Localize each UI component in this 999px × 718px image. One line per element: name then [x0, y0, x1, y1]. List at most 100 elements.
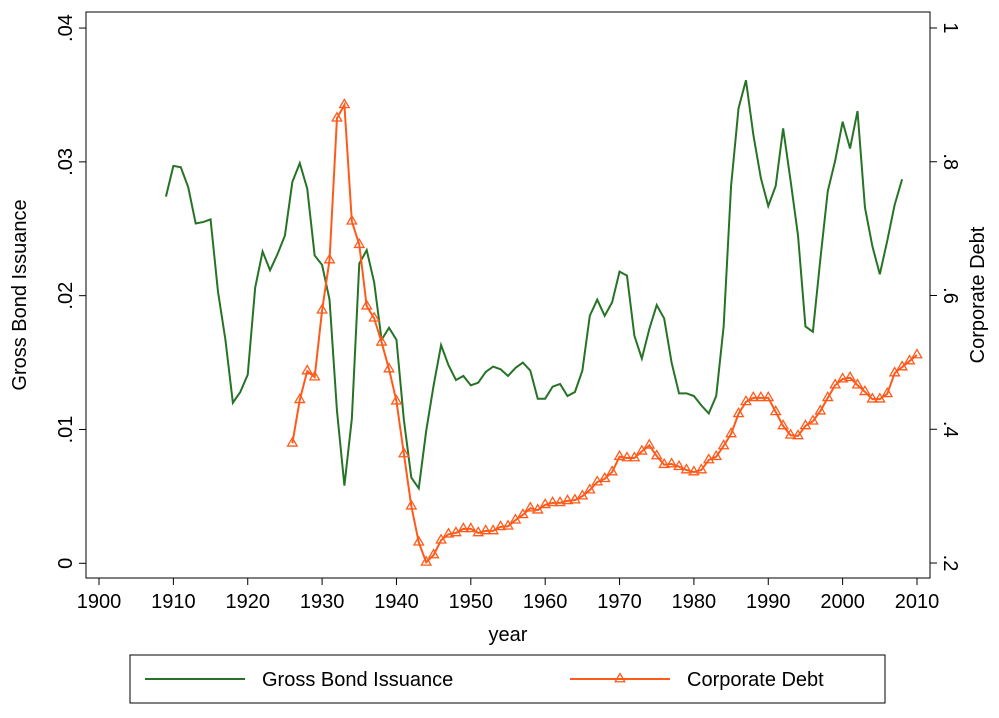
- data-point: [635, 444, 648, 455]
- data-point: [903, 354, 916, 365]
- data-point: [509, 513, 522, 524]
- y-tick-label: .02: [55, 282, 77, 310]
- y-axis-label: Gross Bond Issuance: [9, 199, 31, 390]
- plot-frame: [85, 11, 931, 579]
- data-point: [524, 501, 537, 512]
- x-tick-label: 1910: [151, 591, 196, 613]
- data-point: [286, 436, 299, 447]
- data-point: [494, 520, 507, 531]
- y2-tick-label: .6: [939, 287, 961, 304]
- data-point: [323, 253, 336, 264]
- data-point: [621, 451, 633, 462]
- data-point: [747, 391, 760, 402]
- data-point: [613, 449, 626, 461]
- data-point: [844, 370, 856, 382]
- data-point: [859, 385, 871, 396]
- data-point: [383, 362, 395, 373]
- data-point: [316, 303, 329, 314]
- data-point: [687, 465, 700, 476]
- data-point: [375, 335, 388, 346]
- data-point: [658, 457, 671, 469]
- data-point: [866, 392, 879, 403]
- y2-axis-label: Corporate Debt: [967, 226, 989, 363]
- x-tick-label: 1940: [374, 591, 419, 613]
- data-point: [583, 483, 596, 494]
- data-point: [680, 463, 693, 474]
- data-point: [598, 471, 611, 483]
- data-point: [397, 447, 410, 458]
- data-point: [576, 489, 589, 500]
- x-tick-label: 1900: [77, 591, 122, 613]
- data-point: [784, 428, 797, 439]
- data-point: [710, 449, 723, 461]
- data-point: [561, 494, 574, 505]
- data-point: [293, 393, 306, 404]
- y-tick-label: .04: [55, 14, 77, 42]
- legend-label: Gross Bond Issuance: [262, 669, 453, 691]
- data-point: [851, 378, 864, 389]
- data-point: [539, 498, 552, 509]
- y2-tick-label: 1: [939, 22, 961, 33]
- data-point: [814, 404, 827, 415]
- x-tick-label: 1990: [746, 591, 791, 613]
- data-point: [472, 526, 485, 537]
- data-point: [420, 555, 433, 566]
- data-point: [777, 419, 790, 430]
- data-point: [516, 508, 529, 519]
- data-point: [717, 439, 730, 450]
- data-point: [442, 527, 455, 538]
- legend-box: [129, 654, 886, 704]
- data-point: [353, 237, 366, 249]
- data-point: [464, 522, 477, 533]
- x-tick-label: 1980: [672, 591, 717, 613]
- data-point: [554, 496, 566, 507]
- x-axis-label: year: [489, 624, 528, 646]
- data-point: [792, 429, 804, 440]
- data-point: [531, 503, 544, 514]
- data-point: [606, 465, 619, 476]
- data-point: [754, 391, 767, 402]
- x-tick-label: 1970: [597, 591, 642, 613]
- data-point: [821, 391, 834, 402]
- data-point: [427, 548, 440, 559]
- data-point: [873, 392, 886, 403]
- x-tick-label: 1950: [449, 591, 494, 613]
- data-point: [769, 405, 782, 416]
- x-tick-label: 1920: [225, 591, 270, 613]
- series-line: [164, 79, 904, 492]
- y-tick-label: .01: [55, 416, 77, 444]
- data-point: [390, 394, 403, 405]
- data-point: [479, 524, 492, 535]
- data-point: [412, 535, 425, 546]
- data-point: [435, 533, 447, 544]
- data-point: [368, 311, 381, 322]
- x-tick-label: 1930: [300, 591, 345, 613]
- y2-tick-label: .8: [939, 153, 961, 170]
- data-point: [725, 427, 737, 438]
- data-point: [308, 370, 321, 381]
- x-tick-label: 2000: [820, 591, 865, 613]
- data-point: [301, 364, 314, 375]
- data-point: [762, 391, 775, 402]
- data-point: [836, 372, 849, 383]
- series-line: [291, 101, 918, 565]
- data-point: [829, 378, 842, 389]
- data-point: [338, 98, 351, 109]
- x-tick-label: 1960: [523, 591, 568, 613]
- data-point: [695, 463, 708, 474]
- y-tick-label: .03: [55, 148, 77, 176]
- data-point: [628, 451, 641, 462]
- data-point: [888, 366, 901, 377]
- data-point: [911, 348, 923, 359]
- data-point: [665, 457, 678, 468]
- y2-tick-label: .4: [939, 421, 961, 438]
- data-point: [806, 414, 819, 425]
- data-point: [546, 496, 559, 507]
- data-point: [345, 214, 358, 225]
- data-point: [502, 519, 514, 530]
- x-tick-label: 2010: [895, 591, 940, 613]
- data-point: [457, 522, 470, 533]
- data-point: [405, 499, 418, 510]
